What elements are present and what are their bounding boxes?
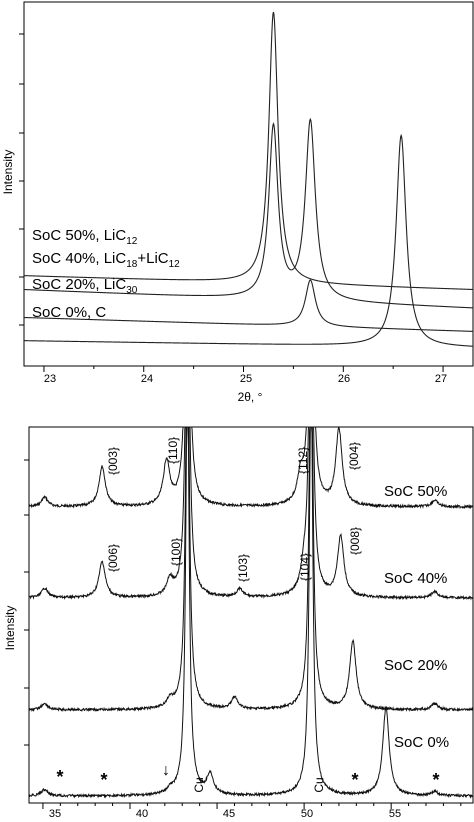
xrd-trace [28,426,474,601]
top-x-ticks [43,366,444,372]
top-series-label: SoC 40%, LiC18+LiC12 [32,250,180,270]
bottom-y-ticks [24,459,29,746]
bottom-series-label: SoC 50% [384,483,447,500]
hkl-label: {110} [166,437,180,464]
bottom-plot-frame [28,426,474,804]
hkl-label: {112} [296,447,310,474]
bottom-x-tick-label: 45 [223,808,235,820]
top-y-ticks [19,33,24,326]
cu-label: Cu [192,777,206,792]
xrd-trace [28,426,474,510]
hkl-label: {008} [348,527,362,555]
asterisk-marker: * [432,770,439,790]
asterisk-marker: * [351,770,358,790]
bottom-series-label: SoC 0% [394,734,449,751]
bottom-x-tick-label: 50 [301,808,313,820]
hkl-label: {006} [106,544,120,572]
xrd-trace [23,117,474,309]
bottom-x-tick-label: 35 [49,808,61,820]
top-x-tick-label: 23 [44,373,56,385]
hkl-label: {104} [298,553,312,581]
xrd-trace [28,426,474,713]
top-curves [23,11,474,347]
asterisk-marker: * [100,770,107,790]
top-x-tick-label: 27 [435,373,447,385]
top-series-label: SoC 0%, C [32,304,106,321]
top-panel: 23 24 25 26 27 2θ, ° Intensity SoC 50%, … [1,1,474,404]
top-x-tick-label: 24 [141,373,153,385]
bottom-panel: 35 40 45 50 55 Intensity SoC 50% SoC 40%… [3,426,474,820]
bottom-x-tick-label: 55 [389,808,401,820]
bottom-curves [28,426,474,799]
top-series-label: SoC 50%, LiC12 [32,227,138,247]
bottom-series-label: SoC 40% [384,570,447,587]
hkl-label: {004} [347,442,361,470]
hkl-label: {103} [236,554,250,582]
xrd-trace [23,279,474,332]
asterisk-marker: * [56,767,63,787]
bottom-series-label: SoC 20% [384,657,447,674]
bottom-x-ticks [42,803,462,809]
xrd-trace [23,11,474,291]
arrow-marker: ↓ [162,762,170,779]
top-x-tick-label: 26 [338,373,350,385]
top-y-axis-label: Intensity [1,150,15,195]
top-x-tick-label: 25 [240,373,252,385]
top-x-axis-label: 2θ, ° [238,390,263,404]
hkl-label: {003} [106,447,120,475]
bottom-x-tick-label: 40 [136,808,148,820]
xrd-trace [24,133,474,347]
top-plot-frame [23,1,474,367]
cu-label: Cu [312,777,326,792]
top-series-label: SoC 20%, LiC30 [32,276,138,296]
hkl-label: {100} [169,538,183,566]
bottom-y-axis-label: Intensity [3,606,17,651]
xrd-trace [28,426,474,799]
